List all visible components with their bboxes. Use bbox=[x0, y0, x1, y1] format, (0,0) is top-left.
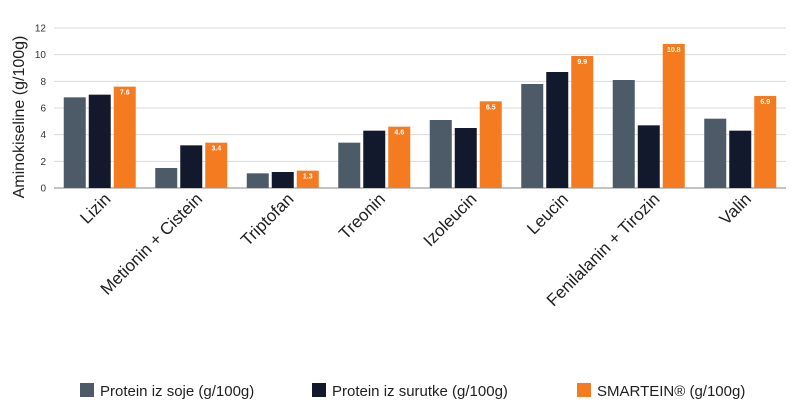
y-tick-label: 8 bbox=[40, 77, 46, 88]
legend-swatch bbox=[577, 383, 591, 397]
bar bbox=[637, 125, 660, 188]
legend-entry: SMARTEIN® (g/100g) bbox=[597, 383, 745, 400]
bar-data-label: 4.6 bbox=[394, 130, 404, 137]
y-tick-label: 0 bbox=[40, 184, 46, 195]
x-tick-label: Treonin bbox=[335, 189, 389, 243]
bar bbox=[205, 142, 228, 188]
bar bbox=[338, 142, 361, 188]
bar-data-label: 6.9 bbox=[760, 99, 770, 106]
bar bbox=[662, 44, 685, 188]
y-axis-ticks: 0 2 4 6 8 10 12 bbox=[35, 24, 47, 195]
y-axis-title: Aminokiseline (g/100g) bbox=[11, 36, 28, 199]
bar bbox=[429, 120, 452, 188]
x-tick-label: Lizin bbox=[76, 189, 114, 227]
bar-data-label: 10.8 bbox=[667, 47, 681, 54]
bar bbox=[63, 97, 86, 188]
bar bbox=[296, 170, 319, 188]
x-tick-label: Metionin + Cistein bbox=[97, 189, 206, 298]
legend: Protein iz soje (g/100g) Protein iz surut… bbox=[80, 383, 745, 400]
bar bbox=[180, 145, 203, 188]
gridlines bbox=[54, 27, 786, 189]
bar bbox=[454, 128, 477, 188]
x-tick-label: Izoleucin bbox=[420, 189, 481, 250]
bar bbox=[155, 168, 178, 188]
legend-entry: Protein iz surutke (g/100g) bbox=[332, 383, 508, 400]
bar-data-label: 6.5 bbox=[486, 104, 496, 111]
x-tick-label: Triptofan bbox=[237, 189, 297, 249]
bar-data-label: 1.3 bbox=[303, 174, 313, 181]
bar-data-label: 7.6 bbox=[120, 90, 130, 97]
x-tick-label: Leucin bbox=[523, 189, 572, 238]
y-tick-label: 12 bbox=[35, 24, 47, 35]
y-tick-label: 2 bbox=[40, 157, 46, 168]
legend-swatch bbox=[80, 383, 94, 397]
x-tick-label: Valin bbox=[716, 189, 755, 228]
bar bbox=[571, 56, 594, 188]
bar bbox=[88, 94, 111, 188]
bar bbox=[388, 126, 411, 188]
bar bbox=[113, 86, 136, 188]
bar bbox=[479, 101, 502, 188]
bar-data-label: 3.4 bbox=[211, 146, 221, 153]
bar bbox=[754, 96, 777, 188]
legend-entry: Protein iz soje (g/100g) bbox=[100, 383, 254, 400]
bar bbox=[363, 130, 386, 188]
bar bbox=[612, 80, 635, 188]
bar bbox=[521, 84, 544, 188]
bar bbox=[704, 118, 727, 188]
y-tick-label: 4 bbox=[40, 130, 46, 141]
bar bbox=[246, 173, 269, 188]
bar-data-label: 9.9 bbox=[577, 59, 587, 66]
legend-swatch bbox=[312, 383, 326, 397]
bar bbox=[729, 130, 752, 188]
bars: 7.6 3.4 1.3 4.6 6.5 9.9 10.8 6.9 bbox=[63, 44, 777, 188]
y-tick-label: 10 bbox=[35, 50, 47, 61]
bar bbox=[271, 172, 294, 188]
bar bbox=[546, 72, 569, 188]
y-tick-label: 6 bbox=[40, 104, 46, 115]
